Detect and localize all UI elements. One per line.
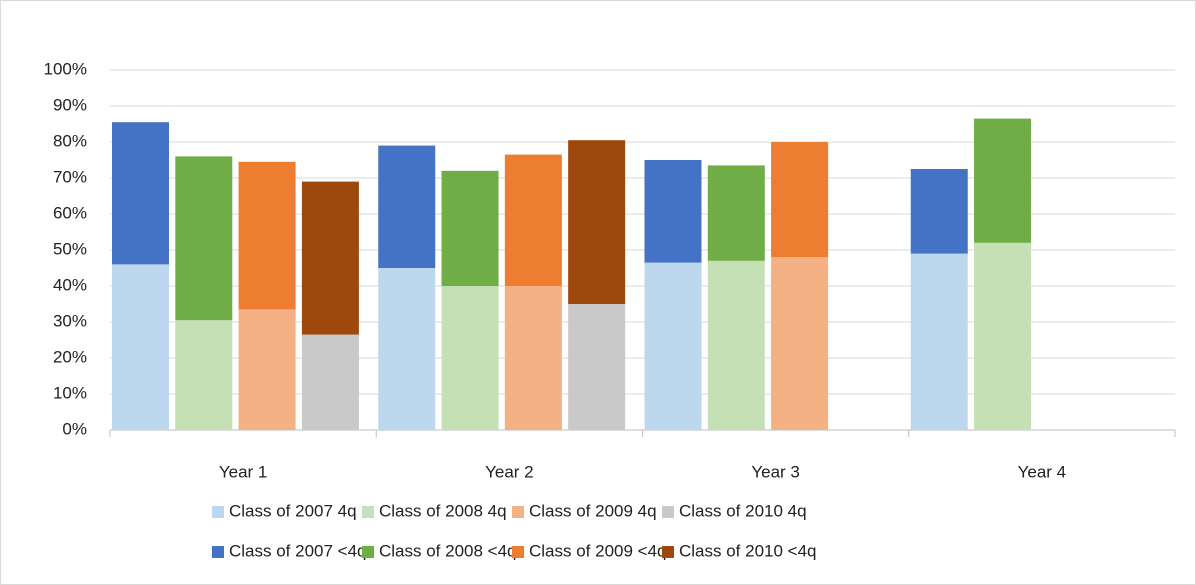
- bar-segment: [378, 268, 436, 430]
- legend-label: Class of 2008 <4q: [379, 541, 517, 560]
- y-tick-label: 20%: [53, 347, 87, 366]
- y-tick-label: 40%: [53, 275, 87, 294]
- bar-segment: [707, 165, 765, 261]
- bar-segment: [378, 145, 436, 268]
- y-tick-label: 0%: [62, 419, 87, 438]
- legend-label: Class of 2009 4q: [529, 501, 657, 520]
- bar-segment: [441, 286, 499, 430]
- y-tick-label: 70%: [53, 167, 87, 186]
- legend-label: Class of 2009 <4q: [529, 541, 667, 560]
- y-tick-label: 30%: [53, 311, 87, 330]
- y-tick-label: 100%: [44, 59, 87, 78]
- legend-swatch: [512, 506, 524, 518]
- legend-label: Class of 2008 4q: [379, 501, 507, 520]
- y-tick-label: 50%: [53, 239, 87, 258]
- legend-swatch: [212, 546, 224, 558]
- legend-swatch: [662, 506, 674, 518]
- legend-label: Class of 2007 <4q: [229, 541, 367, 560]
- bar-segment: [568, 140, 626, 304]
- bar-segment: [910, 253, 968, 430]
- bar-segment: [504, 286, 562, 430]
- bar-segment: [974, 118, 1032, 243]
- y-tick-label: 90%: [53, 95, 87, 114]
- legend-label: Class of 2007 4q: [229, 501, 357, 520]
- bar-segment: [644, 262, 702, 430]
- bar-segment: [112, 122, 169, 265]
- bar-segment: [175, 320, 233, 430]
- bar-segment: [910, 169, 968, 254]
- legend-swatch: [212, 506, 224, 518]
- bar-segment: [441, 170, 499, 286]
- y-tick-label: 10%: [53, 383, 87, 402]
- legend-swatch: [362, 506, 374, 518]
- bar-segment: [504, 154, 562, 286]
- x-tick-label: Year 1: [219, 462, 268, 481]
- bar-segment: [238, 309, 296, 430]
- bar-segment: [175, 156, 233, 321]
- bar-segment: [771, 257, 829, 430]
- x-tick-label: Year 3: [751, 462, 800, 481]
- y-tick-label: 60%: [53, 203, 87, 222]
- bar-segment: [568, 304, 626, 430]
- legend-swatch: [662, 546, 674, 558]
- legend-swatch: [512, 546, 524, 558]
- bar-segment: [301, 181, 359, 335]
- x-tick-label: Year 4: [1018, 462, 1067, 481]
- bar-segment: [644, 160, 702, 263]
- legend-label: Class of 2010 <4q: [679, 541, 817, 560]
- bar-segment: [707, 260, 765, 430]
- bar-segment: [301, 334, 359, 430]
- bar-segment: [112, 264, 169, 430]
- legend-swatch: [362, 546, 374, 558]
- bar-segment: [771, 142, 829, 258]
- legend-label: Class of 2010 4q: [679, 501, 807, 520]
- bar-segment: [238, 161, 296, 310]
- bar-segment: [974, 242, 1032, 430]
- x-tick-label: Year 2: [485, 462, 534, 481]
- y-tick-label: 80%: [53, 131, 87, 150]
